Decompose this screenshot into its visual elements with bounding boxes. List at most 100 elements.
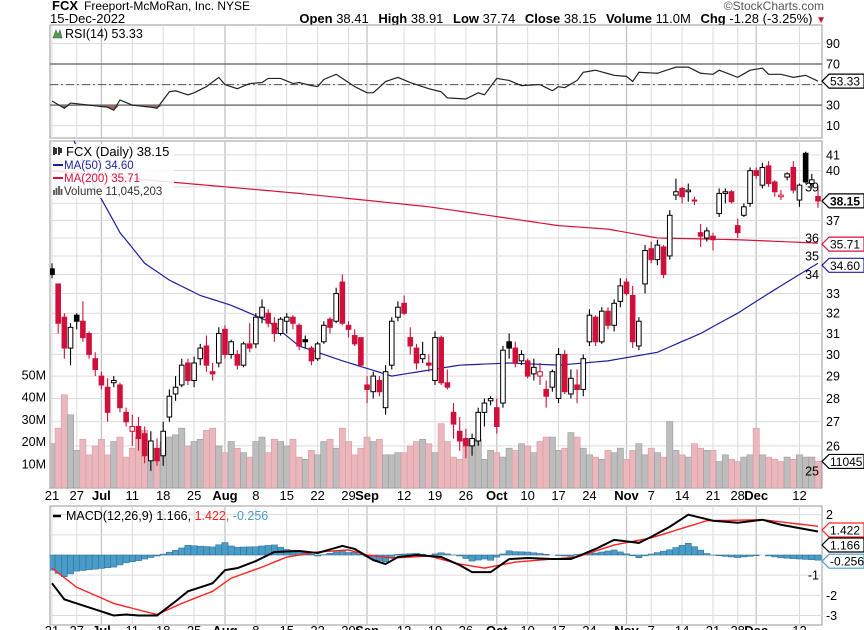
volume-bar xyxy=(703,450,711,488)
candlestick xyxy=(351,329,358,346)
candle-body xyxy=(61,316,68,349)
candle-body xyxy=(568,377,574,395)
macd-signal-last-label: 1.422 xyxy=(821,522,864,538)
candlestick xyxy=(141,426,148,464)
volume-bar xyxy=(542,436,550,488)
candlestick xyxy=(771,180,778,197)
candlestick xyxy=(673,178,679,201)
candlestick xyxy=(586,309,593,346)
candle-body xyxy=(154,447,160,462)
candlestick xyxy=(475,407,482,446)
volume-bar xyxy=(536,441,544,488)
candle-body xyxy=(135,425,142,440)
x-tick-label: 14 xyxy=(675,488,689,503)
volume-bar xyxy=(91,445,99,488)
candlestick xyxy=(549,369,556,392)
macd-histogram-bar xyxy=(678,545,686,556)
macd-histogram-bar xyxy=(518,551,525,556)
volume-bar xyxy=(616,447,624,488)
x-tick-label: Jul xyxy=(92,623,111,630)
candlestick xyxy=(629,285,636,349)
candlestick xyxy=(209,363,216,381)
candle-body xyxy=(518,353,525,362)
rsi-legend: RSI(14) 53.33 xyxy=(52,27,143,41)
macd-histogram-bar xyxy=(796,554,803,560)
company-name: Freeport-McMoRan, Inc. NYSE xyxy=(84,0,251,13)
candlestick xyxy=(222,325,228,359)
candlestick xyxy=(518,350,525,366)
volume-tick-label: 30M xyxy=(22,413,46,427)
candle-body xyxy=(141,433,148,457)
x-tick-label: 12 xyxy=(792,623,806,630)
candle-body xyxy=(376,380,383,393)
candle-body xyxy=(691,199,698,202)
rsi-panel xyxy=(49,24,823,139)
macd-histogram-bar xyxy=(400,553,408,556)
candlestick xyxy=(388,317,395,370)
macd-histogram-bar xyxy=(437,552,445,556)
macd-histogram-bar xyxy=(116,554,124,566)
volume-bar xyxy=(184,445,192,488)
x-tick-label: 15 xyxy=(280,623,294,630)
candle-body xyxy=(802,152,809,183)
candle-body xyxy=(512,347,519,364)
candle-body xyxy=(475,411,482,442)
candlestick xyxy=(796,183,803,207)
close-label: Close xyxy=(524,11,561,26)
candlestick xyxy=(697,223,704,247)
price-tick-label: 36 xyxy=(805,231,819,245)
volume-bar xyxy=(474,438,482,488)
volume-bar xyxy=(369,441,377,488)
candlestick xyxy=(506,333,512,359)
candlestick xyxy=(296,323,302,351)
candlestick xyxy=(290,315,296,330)
macd-histogram-bar xyxy=(814,554,822,561)
candle-body xyxy=(419,353,426,360)
candlestick xyxy=(463,428,469,459)
candlestick xyxy=(370,371,377,399)
candle-body xyxy=(364,384,370,390)
volume-bar xyxy=(746,454,754,488)
volume-bar xyxy=(734,461,742,488)
macd-panel xyxy=(49,505,823,626)
candle-body xyxy=(574,384,580,390)
x-tick-label: 29 xyxy=(341,488,355,503)
candlestick xyxy=(592,315,599,346)
candle-body xyxy=(358,337,364,366)
x-tick-label: 22 xyxy=(310,623,324,630)
candle-body xyxy=(104,386,111,413)
volume-bar xyxy=(765,456,772,488)
macd-tick-label: -2 xyxy=(826,589,837,603)
volume-bar xyxy=(691,443,698,488)
macd-histogram-bar xyxy=(789,554,797,559)
x-tick-label: 21 xyxy=(45,488,59,503)
ma50-line xyxy=(73,141,819,377)
macd-histogram-bar xyxy=(172,549,179,556)
candlestick xyxy=(809,173,815,189)
candle-body xyxy=(345,324,352,330)
macd-histogram-bar xyxy=(135,554,142,561)
macd-histogram-bar xyxy=(721,554,729,557)
volume-bar xyxy=(598,459,606,488)
volume-bar xyxy=(357,447,365,488)
volume-bar xyxy=(709,450,717,488)
candle-body xyxy=(296,324,302,347)
candlestick xyxy=(741,203,747,218)
svg-text:35.71: 35.71 xyxy=(830,238,860,252)
x-tick-label: Jul xyxy=(92,488,111,503)
macd-histogram-bar xyxy=(697,549,704,556)
macd-histogram-bar xyxy=(308,554,315,556)
candlestick xyxy=(191,356,197,388)
candlestick xyxy=(617,278,624,308)
price-tick-label: 40 xyxy=(826,164,840,178)
macd-histogram-bar xyxy=(752,554,760,556)
volume-bars-icon xyxy=(53,186,63,195)
candle-body xyxy=(203,345,210,366)
moving-averages xyxy=(51,141,819,377)
volume-bar xyxy=(623,459,630,488)
macd-histogram-bar xyxy=(660,550,667,556)
candlestick xyxy=(104,378,111,422)
candle-body xyxy=(197,347,204,360)
candlestick xyxy=(531,358,537,381)
macd-histogram-bar xyxy=(474,554,482,561)
